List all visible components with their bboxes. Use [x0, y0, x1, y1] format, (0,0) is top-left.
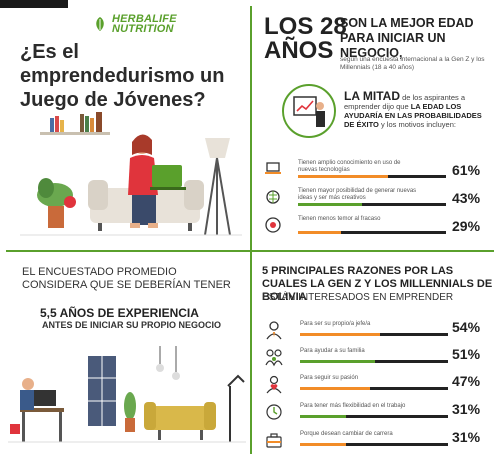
vertical-divider — [250, 6, 252, 454]
encuestado-line3: ANTES DE INICIAR SU PROPIO NEGOCIO — [42, 320, 222, 330]
reason-bar-track — [300, 333, 448, 336]
reason-bar — [300, 443, 346, 446]
headline-years: AÑOS — [264, 37, 334, 64]
stat-bar — [298, 231, 341, 234]
stat-bar-track — [298, 203, 446, 206]
encuestado-years: 5,5 AÑOS DE EXPERIENCIA — [40, 306, 199, 320]
mitad-bold: LA EDAD LOS AYUDARÍA EN LAS PROBABILIDAD… — [344, 102, 482, 129]
reason-row: Para seguir su pasión 47% — [262, 372, 494, 400]
reason-row: Para ayudar a su familia 51% — [262, 345, 494, 373]
reason-percent: 54% — [452, 319, 481, 335]
survey-note: según una encuesta internacional a la Ge… — [340, 56, 485, 71]
reason-bar-track — [300, 415, 448, 418]
stat-bar — [298, 175, 389, 178]
reason-bar — [300, 360, 376, 363]
brand-line1: HERBALIFE — [112, 13, 177, 25]
brand-line2: NUTRITION — [112, 23, 174, 35]
office-illustration — [8, 346, 246, 443]
reason-bar — [300, 415, 346, 418]
stat-bar — [298, 203, 362, 206]
stat-row: Tienen mayor posibilidad de generar nuev… — [264, 188, 490, 212]
reason-percent: 31% — [452, 401, 481, 417]
reason-row: Porque desean cambiar de carrera 31% — [262, 428, 494, 456]
reason-percent: 31% — [452, 429, 481, 445]
mitad-text-2: y los motivos incluyen: — [378, 120, 456, 129]
herbalife-logo: HERBALIFE NUTRITION — [92, 13, 177, 35]
reason-row: Para ser su propio/a jefe/a 54% — [262, 318, 494, 346]
laptop-icon — [265, 162, 281, 174]
reason-bar-track — [300, 360, 448, 363]
stat-label: Tienen mayor posibilidad de generar nuev… — [298, 188, 417, 201]
stat-percent: 29% — [452, 218, 481, 234]
stat-percent: 61% — [452, 162, 481, 178]
clock-person-icon — [266, 404, 282, 420]
top-left-corner-bar — [0, 0, 68, 8]
question-title: ¿Es el emprendedurismo un Juego de Jóven… — [20, 41, 225, 111]
herbalife-leaf-icon — [96, 17, 104, 31]
stat-row: Tienen menos temor al fracaso 29% — [264, 216, 490, 240]
mitad-text-1: de los aspirantes a emprender dijo que — [344, 93, 466, 111]
reason-bar-track — [300, 443, 448, 446]
boss-icon — [266, 321, 282, 340]
stat-bar-track — [298, 231, 446, 234]
career-icon — [266, 433, 282, 448]
reason-row: Para tener más flexibilidad en el trabaj… — [262, 400, 494, 428]
presenter-chart-icon — [282, 84, 336, 138]
family-icon — [265, 349, 283, 367]
reasons-subtitle: ESTÁN INTERESADOS EN EMPRENDER — [262, 292, 454, 303]
reason-label: Para ser su propio/a jefe/a — [300, 321, 371, 327]
headline-number: LOS 28 — [264, 13, 347, 40]
heart-person-icon — [266, 375, 282, 394]
mitad-highlight: LA MITAD — [344, 89, 400, 103]
stat-label: Tienen amplio conocimiento en uso de nue… — [298, 160, 401, 173]
horizontal-divider — [6, 250, 494, 252]
reason-label: Para ayudar a su familia — [300, 348, 365, 354]
reason-label: Para seguir su pasión — [300, 375, 359, 381]
reasons-title: 5 PRINCIPALES RAZONES POR LAS CUALES LA … — [262, 265, 493, 303]
encuestado-line1: EL ENCUESTADO PROMEDIO CONSIDERA QUE SE … — [22, 266, 231, 291]
reason-bar — [300, 387, 370, 390]
reason-bar-track — [300, 387, 448, 390]
stat-label: Tienen menos temor al fracaso — [298, 216, 381, 222]
mitad-text: LA MITAD de los aspirantes a emprender d… — [344, 89, 494, 129]
woman-with-laptop-illustration — [20, 112, 242, 236]
brain-icon — [266, 190, 280, 204]
stat-row: Tienen amplio conocimiento en uso de nue… — [264, 160, 490, 184]
reason-label: Para tener más flexibilidad en el trabaj… — [300, 403, 406, 409]
stat-bar-track — [298, 175, 446, 178]
reason-percent: 47% — [452, 373, 481, 389]
target-icon — [265, 217, 281, 233]
stat-percent: 43% — [452, 190, 481, 206]
reason-label: Porque desean cambiar de carrera — [300, 431, 393, 437]
headline-subtitle: SON LA MEJOR EDAD PARA INICIAR UN NEGOCI… — [340, 16, 474, 60]
reason-percent: 51% — [452, 346, 481, 362]
reason-bar — [300, 333, 380, 336]
